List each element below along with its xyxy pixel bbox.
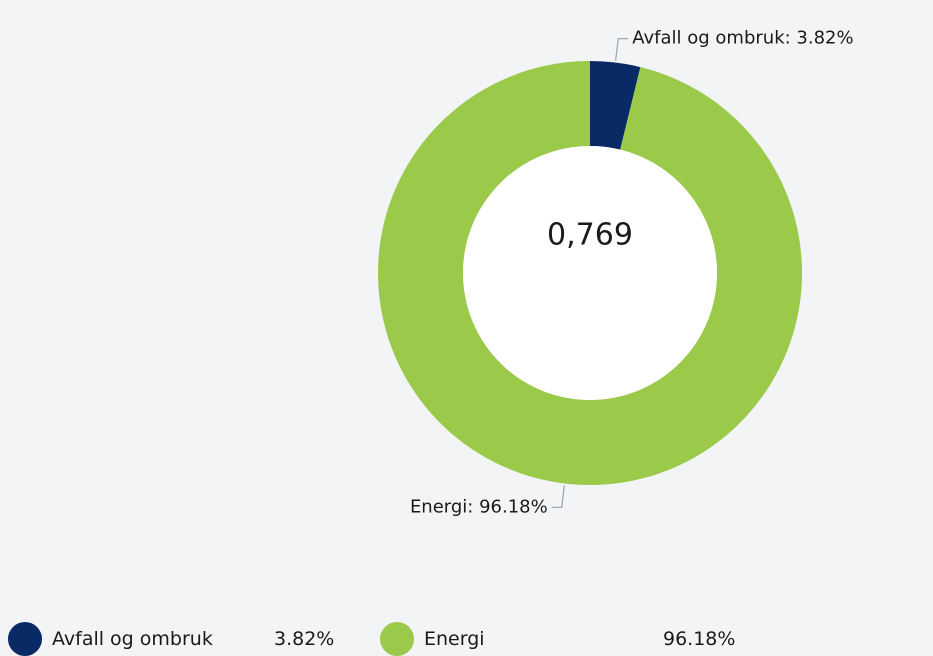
center-value: 0,769 bbox=[547, 218, 633, 253]
slice-avfall-og-ombruk[interactable] bbox=[590, 61, 641, 150]
legend: Avfall og ombruk 3.82% Energi 96.18% bbox=[8, 622, 933, 656]
donut-hole bbox=[463, 146, 717, 400]
legend-value-energi: 96.18% bbox=[663, 628, 736, 650]
labels-layer: Avfall og ombruk: 3.82% Energi: 96.18% bbox=[410, 28, 854, 518]
slice-energi[interactable] bbox=[378, 61, 803, 485]
legend-item-energi[interactable]: Energi 96.18% bbox=[380, 622, 735, 656]
legend-item-avfall[interactable]: Avfall og ombruk 3.82% bbox=[8, 622, 334, 656]
slice-label-1: Energi: 96.18% bbox=[410, 496, 548, 517]
donut-chart: 0,769 Avfall og ombruk: 3.82% Energi: 96.… bbox=[378, 28, 854, 518]
legend-name-energi: Energi bbox=[424, 628, 485, 650]
leader-line-0 bbox=[615, 38, 629, 61]
legend-name-avfall: Avfall og ombruk bbox=[52, 628, 213, 650]
legend-swatch-avfall bbox=[8, 622, 42, 656]
slice-label-0: Avfall og ombruk: 3.82% bbox=[632, 28, 853, 49]
legend-value-avfall: 3.82% bbox=[274, 628, 335, 650]
legend-swatch-energi bbox=[380, 622, 414, 656]
leader-line-1 bbox=[551, 485, 565, 508]
slices-layer bbox=[378, 61, 803, 485]
